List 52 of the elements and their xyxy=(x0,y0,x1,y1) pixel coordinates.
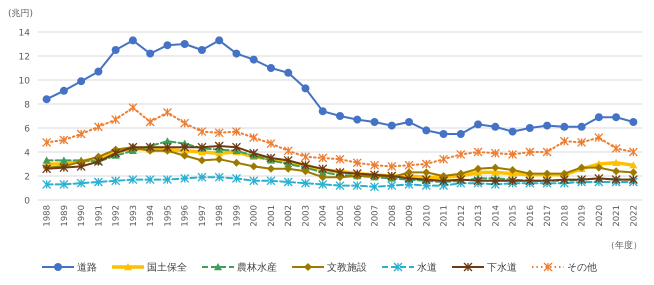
x-tick-label: 2007 xyxy=(370,205,381,227)
y-tick-label: 12 xyxy=(18,52,30,62)
x-tick-label: 1996 xyxy=(180,205,191,227)
x-tick-label: 2012 xyxy=(456,205,467,227)
x-tick-label: 2014 xyxy=(491,205,502,227)
x-tick-label: 2020 xyxy=(594,205,605,227)
x-tick-label: 2009 xyxy=(405,205,416,227)
x-tick-label: 2003 xyxy=(301,205,312,227)
y-tick-label: 14 xyxy=(18,28,30,38)
x-tick-label: 1999 xyxy=(232,205,242,227)
x-tick-label: 1990 xyxy=(77,205,88,227)
y-tick-label: 6 xyxy=(24,124,30,134)
x-tick-label: 2000 xyxy=(250,205,260,227)
legend-label: その他 xyxy=(567,262,597,274)
x-tick-label: 1993 xyxy=(128,205,139,227)
y-tick-label: 10 xyxy=(18,76,30,86)
x-tick-label: 2005 xyxy=(336,205,346,227)
x-tick-label: 2004 xyxy=(318,205,329,227)
x-tick-label: 2015 xyxy=(508,205,519,227)
x-tick-label: 1995 xyxy=(163,205,174,227)
x-tick-label: 1994 xyxy=(146,205,156,227)
x-tick-label: 2018 xyxy=(560,205,570,227)
legend-label: 下水道 xyxy=(487,262,517,274)
y-tick-label: 8 xyxy=(24,100,30,110)
x-tick-label: 2002 xyxy=(284,205,294,227)
x-tick-label: 2021 xyxy=(612,205,622,227)
x-axis-title: （年度） xyxy=(606,240,642,251)
y-tick-label: 0 xyxy=(24,196,30,206)
x-tick-label: 2016 xyxy=(526,205,536,227)
x-tick-label: 2013 xyxy=(474,205,484,227)
y-axis-title: (兆円) xyxy=(8,8,34,19)
x-tick-label: 2006 xyxy=(353,205,364,227)
legend-label: 文教施設 xyxy=(327,262,367,274)
y-tick-label: 4 xyxy=(24,148,30,158)
x-tick-label: 2017 xyxy=(543,205,554,227)
x-tick-label: 2010 xyxy=(422,205,432,227)
legend-label: 水道 xyxy=(417,262,437,274)
x-tick-label: 2011 xyxy=(440,205,450,227)
legend-label: 農林水産 xyxy=(237,262,277,274)
x-tick-label: 2001 xyxy=(266,205,277,227)
x-tick-label: 1988 xyxy=(42,205,53,227)
x-tick-label: 1989 xyxy=(60,205,70,227)
y-tick-label: 2 xyxy=(24,172,30,182)
x-tick-label: 1998 xyxy=(215,205,226,227)
x-tick-label: 1991 xyxy=(94,205,104,227)
legend-label: 国土保全 xyxy=(147,262,187,274)
x-tick-label: 1992 xyxy=(112,205,122,227)
x-tick-label: 2008 xyxy=(388,205,398,227)
x-tick-label: 2019 xyxy=(578,205,588,227)
x-tick-label: 1997 xyxy=(198,205,208,227)
legend-label: 道路 xyxy=(77,262,97,274)
x-tick-label: 2022 xyxy=(629,205,640,227)
